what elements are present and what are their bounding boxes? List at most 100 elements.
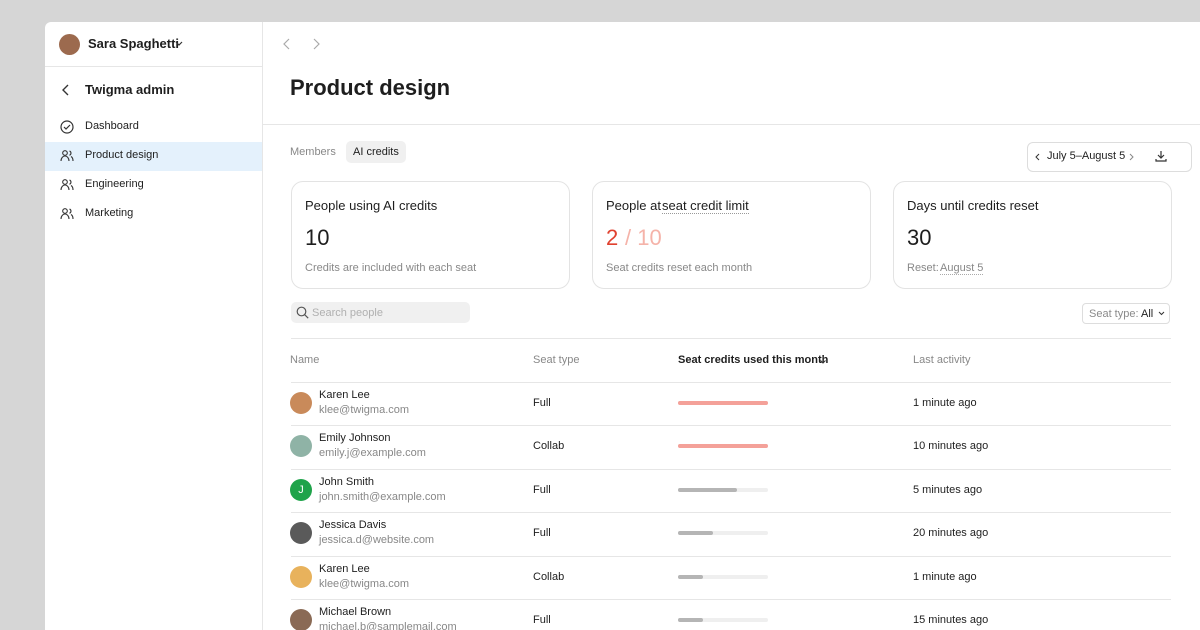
member-email: john.smith@example.com [319,490,446,503]
card-value: 30 [907,225,932,250]
member-name: Karen Lee [319,389,370,401]
date-range-picker[interactable]: July 5–August 5 [1027,142,1192,172]
card-note: Seat credits reset each month [606,262,753,274]
column-header[interactable]: Seat type [533,354,580,366]
credit-track [678,574,768,579]
credit-bar [678,444,768,449]
last-activity: 5 minutes ago [913,483,983,496]
people-icon [60,179,74,191]
card-title: People at [606,198,661,213]
credit-bar [678,618,704,622]
row-divider [291,468,1171,470]
member-email: klee@twigma.com [319,577,410,590]
divider [291,338,1171,339]
card-value: 10 [305,225,330,250]
credit-bar [678,487,738,492]
stat-card: People using AI credits 10 Credits are inc… [291,181,570,289]
member-name: Michael Brown [319,606,392,618]
section-title: Twigma admin [85,82,175,97]
member-email: emily.j@example.com [319,447,426,460]
back-icon[interactable] [61,83,71,97]
divider [263,124,1200,125]
member-name: Emily Johnson [319,432,391,445]
card-title: People using AI credits [305,198,438,213]
member-name: John Smith [319,475,375,488]
nav-highlight [45,142,262,171]
avatar [290,522,312,545]
last-activity: 10 minutes ago [913,440,989,453]
seat-type: Full [533,483,551,496]
card-title-link[interactable]: seat credit limit [662,198,749,214]
prev-icon[interactable] [1034,153,1040,161]
chevron-down-icon [175,41,183,46]
last-activity: 1 minute ago [913,570,977,583]
column-header[interactable]: Last activity [913,354,971,366]
search-icon [296,306,309,319]
member-name: Karen Lee [319,562,370,575]
credit-track [678,531,768,536]
credit-bar [678,574,704,579]
row-divider [291,425,1171,427]
divider [45,66,262,67]
card-note-link[interactable]: August 5 [940,262,984,275]
page-title: Product design [290,75,451,100]
seat-type: Full [533,397,551,409]
app-window: Sara Spaghetti Twigma admin Dashboard Pro… [45,22,1200,630]
last-activity: 20 minutes ago [913,527,989,540]
row-divider [291,512,1171,514]
filter-value: All [1141,308,1154,320]
download-icon[interactable] [1155,150,1167,162]
next-icon[interactable] [1129,153,1135,161]
chevron-down-icon [1158,311,1165,316]
stat-card: People at seat credit limit 2/ 10 Seat cred… [592,181,871,289]
search-box[interactable]: Search people [291,302,470,323]
card-value: 2 [606,225,619,250]
user-avatar [59,34,80,55]
avatar: J [290,478,312,501]
nav-item[interactable]: Marketing [85,207,134,219]
credit-bar [678,401,768,405]
row-divider [291,555,1171,557]
avatar [290,609,312,630]
seat-type: Collab [533,440,565,453]
last-activity: 15 minutes ago [913,614,989,626]
card-total: / 10 [625,225,662,250]
user-menu[interactable]: Sara Spaghetti [88,36,180,51]
seat-filter[interactable]: Seat type: All [1082,303,1170,324]
nav-item[interactable]: Product design [85,149,159,161]
seat-type: Collab [533,570,565,583]
column-header[interactable]: Seat credits used this month [678,354,829,366]
credit-track [678,618,768,622]
column-header[interactable]: Name [290,354,320,366]
nav-item[interactable]: Engineering [85,178,144,190]
last-activity: 1 minute ago [913,397,977,409]
member-email: michael.b@samplemail.com [319,621,457,630]
row-divider [291,382,1171,383]
row-divider [291,599,1171,600]
avatar [290,565,312,588]
nav-item[interactable]: Dashboard [85,120,139,132]
member-email: jessica.d@website.com [319,534,435,547]
tab-active[interactable]: AI credits [346,141,406,163]
member-email: klee@twigma.com [319,404,410,416]
avatar [290,392,312,414]
avatar [290,435,312,458]
people-icon [60,208,74,220]
history-nav[interactable] [281,38,331,50]
people-icon [60,150,74,162]
card-note: Reset: [907,262,939,274]
card-title: Days until credits reset [907,198,1039,213]
card-note: Credits are included with each seat [305,262,477,274]
credit-bar [678,531,714,536]
seat-type: Full [533,527,551,540]
sidebar-border [262,22,263,630]
date-range: July 5–August 5 [1047,150,1126,162]
member-name: Jessica Davis [319,519,387,532]
sort-icon [820,356,826,364]
check-icon [60,120,74,134]
tab[interactable]: Members [290,146,336,158]
stat-card: Days until credits reset 30 Reset: August 5 [893,181,1172,289]
filter-label: Seat type: [1089,308,1139,320]
search-placeholder: Search people [312,307,383,319]
